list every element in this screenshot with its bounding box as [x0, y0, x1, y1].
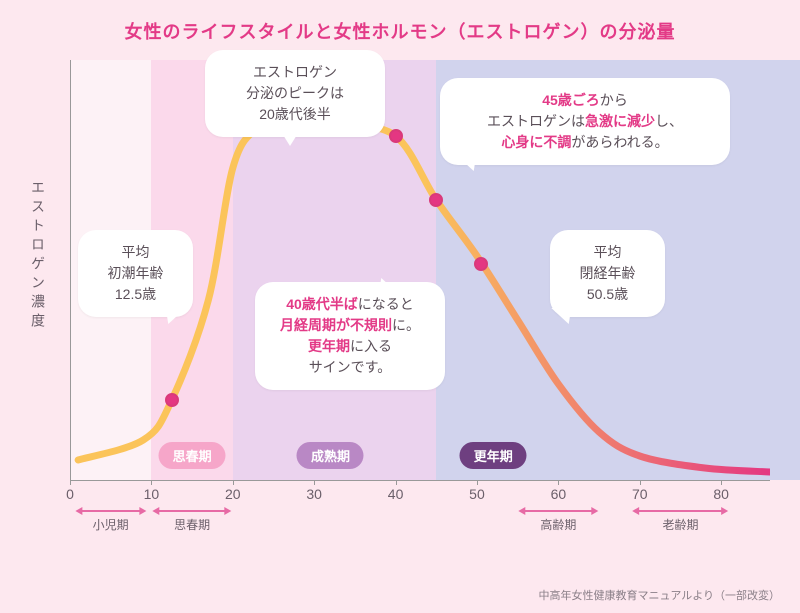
chart-area: 01020304050607080 思春期成熟期更年期 平均初潮年齢12.5歳エ…	[70, 60, 770, 510]
x-tick: 30	[306, 486, 322, 502]
period-pill-1: 成熟期	[297, 442, 364, 469]
x-tick: 50	[469, 486, 485, 502]
x-tick: 80	[713, 486, 729, 502]
x-axis	[70, 480, 770, 481]
data-point-4	[474, 257, 488, 271]
callout-irregular: 40歳代半ばになると月経周期が不規則に。更年期に入るサインです。	[255, 282, 445, 390]
callout-menarche: 平均初潮年齢12.5歳	[78, 230, 193, 317]
sub-period-1: 思春期	[158, 510, 225, 533]
data-point-2	[389, 129, 403, 143]
x-tick: 10	[144, 486, 160, 502]
data-point-0	[165, 393, 179, 407]
y-axis-label: エストロゲン濃度	[28, 180, 48, 332]
y-axis	[70, 60, 71, 480]
source-text: 中高年女性健康教育マニュアルより（一部改変）	[539, 587, 780, 603]
chart-title: 女性のライフスタイルと女性ホルモン（エストロゲン）の分泌量	[0, 18, 800, 44]
callout-decline: 45歳ごろからエストロゲンは急激に減少し、心身に不調があらわれる。	[440, 78, 730, 165]
x-tick: 0	[66, 486, 74, 502]
callout-peak: エストロゲン分泌のピークは20歳代後半	[205, 50, 385, 137]
sub-period-2: 高齢期	[525, 510, 592, 533]
x-tick: 40	[388, 486, 404, 502]
period-pill-2: 更年期	[460, 442, 527, 469]
x-tick: 70	[632, 486, 648, 502]
callout-menopause: 平均閉経年齢50.5歳	[550, 230, 665, 317]
x-tick: 60	[551, 486, 567, 502]
period-pill-0: 思春期	[159, 442, 226, 469]
x-tick: 20	[225, 486, 241, 502]
data-point-3	[429, 193, 443, 207]
sub-period-0: 小児期	[81, 510, 140, 533]
sub-period-3: 老齢期	[639, 510, 723, 533]
